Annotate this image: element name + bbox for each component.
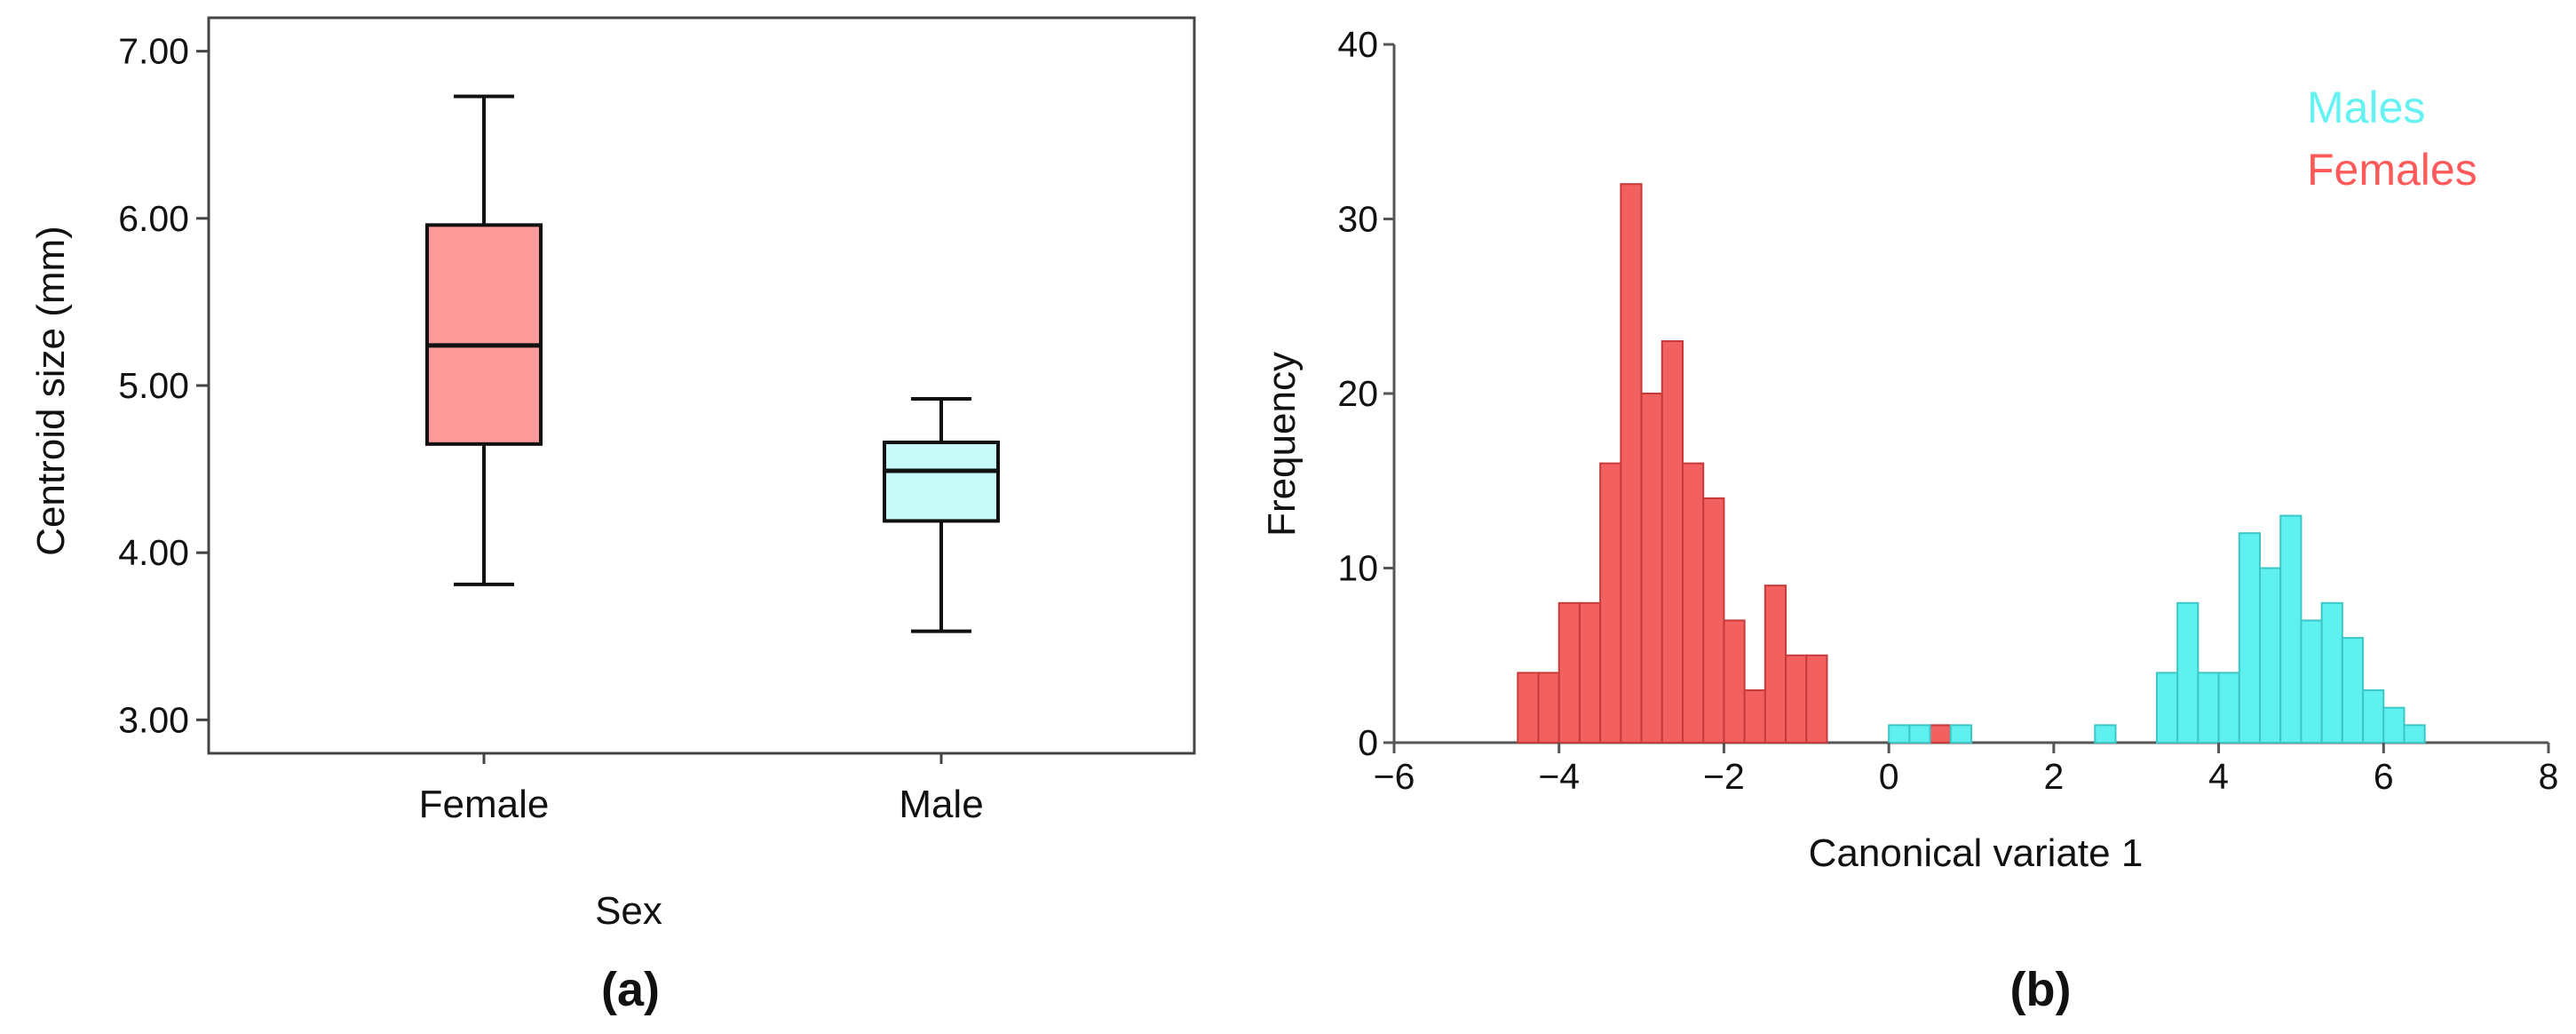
boxplot-x-tick-label-1: Male [899,783,983,826]
histogram-bar [2155,672,2179,744]
histogram-legend: Males Females [2307,83,2477,195]
histogram-x-tick-label-1: −4 [1538,756,1580,797]
histogram-bar [1888,724,1911,744]
histogram-y-tick-label-4: 40 [1337,24,1378,65]
boxplot-y-tick-label-0: 3.00 [118,699,189,740]
histogram-bar [2382,706,2406,744]
histogram-x-tick-label-0: −6 [1374,756,1415,797]
histogram-bar [1805,654,1828,744]
histogram-x-tick-label-6: 6 [2374,756,2394,797]
histogram-bar [1743,689,1766,744]
boxplot-panel: 3.00 4.00 5.00 6.00 7.00 Female Male Centroid… [29,16,1196,1016]
histogram-bar [1702,497,1725,744]
histogram-series-females [1517,183,1952,744]
histogram-bar [1517,672,1540,744]
boxplot-marks [425,94,1000,633]
histogram-bar [1661,340,1684,744]
histogram-bar [2279,514,2303,744]
histogram-x-tick-label-5: 4 [2208,756,2229,797]
histogram-x-tick-label-2: −2 [1703,756,1745,797]
boxplot-y-axis-label: Centroid size (mm) [29,226,73,556]
histogram-y-tick-label-2: 20 [1337,373,1378,414]
histogram-series-males [1888,514,2426,744]
histogram-bar [1949,724,1972,744]
histogram-bar [2217,672,2240,744]
boxplot-y-tick-label-1: 4.00 [118,532,189,573]
histogram-bar [1599,462,1622,744]
box-iqr [883,440,1000,523]
histogram-bar [1640,393,1663,744]
panel-label-b: (b) [2010,963,2072,1016]
box-male [883,397,1000,633]
histogram-bar [2259,567,2282,744]
histogram-bar [2341,637,2365,744]
boxplot-y-axis: 3.00 4.00 5.00 6.00 7.00 [118,31,209,740]
histogram-bar [2238,532,2261,744]
histogram-x-axis-label: Canonical variate 1 [1809,831,2144,875]
histogram-bar [1578,601,1602,744]
histogram-y-tick-label-3: 30 [1337,199,1378,240]
histogram-bar [1785,654,1808,744]
boxplot-plot-frame [207,16,1196,755]
histogram-y-tick-label-1: 10 [1337,548,1378,589]
boxplot-y-tick-label-3: 6.00 [118,198,189,239]
histogram-y-axis: 0 10 20 30 40 [1337,24,1394,763]
boxplot-x-tick-label-0: Female [419,783,550,826]
histogram-x-tick-label-4: 2 [2043,756,2064,797]
histogram-bar [1764,585,1787,744]
legend-females: Females [2307,145,2477,195]
panel-label-a: (a) [601,963,660,1016]
histogram-bar [2094,724,2117,744]
box-female [425,94,543,586]
histogram-bar [1557,601,1581,744]
histogram-bar [2403,724,2426,744]
histogram-bar [1537,672,1560,744]
boxplot-x-axis: Female Male [419,753,984,826]
histogram-bar [1908,724,1931,744]
histogram-y-tick-label-0: 0 [1358,722,1378,763]
histogram-bar [2362,689,2385,744]
histogram-bar [2197,672,2220,744]
histogram-bar [1620,183,1643,744]
histogram-bar [1723,619,1746,744]
histogram-bar [2320,601,2343,744]
histogram-x-tick-label-7: 8 [2539,756,2559,797]
histogram-bar [1929,724,1952,744]
histogram-bar [1682,462,1705,744]
histogram-x-axis: −6 −4 −2 0 2 4 6 8 [1374,743,2559,797]
boxplot-y-tick-label-2: 5.00 [118,365,189,406]
histogram-bar [2176,601,2200,744]
histogram-bar [2300,619,2323,744]
histogram-bars [1517,183,2426,744]
histogram-y-axis-label: Frequency [1260,352,1304,537]
histogram-panel: 0 10 20 30 40 −6 −4 −2 0 2 4 6 8 Frequency Canonica… [1260,24,2558,1016]
legend-males: Males [2307,83,2425,132]
boxplot-y-tick-label-4: 7.00 [118,31,189,72]
box-iqr [425,223,543,446]
histogram-x-tick-label-3: 0 [1879,756,1899,797]
boxplot-x-axis-label: Sex [595,889,662,933]
